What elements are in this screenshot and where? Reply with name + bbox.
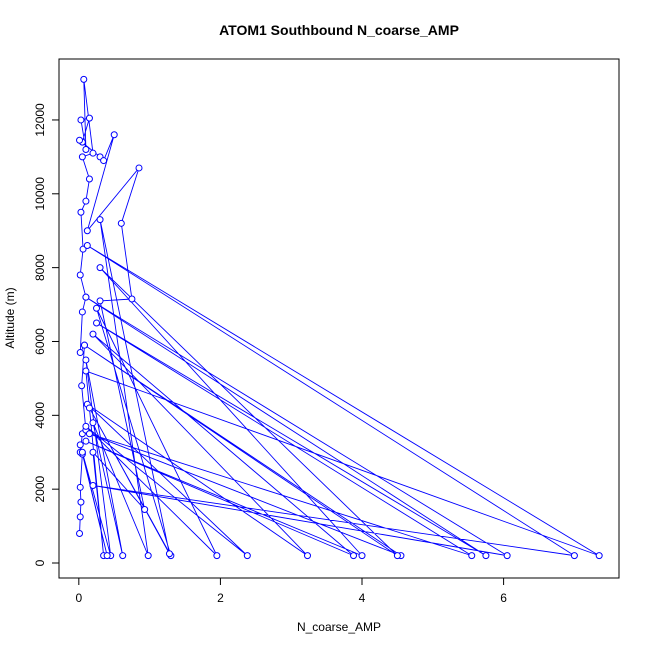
data-point (83, 241, 91, 249)
data-point (503, 552, 511, 560)
data-point (595, 552, 603, 560)
data-point (83, 227, 91, 235)
data-point (76, 483, 84, 491)
data-point (76, 349, 84, 357)
y-tick-label: 12000 (33, 103, 47, 137)
data-point (77, 498, 85, 506)
data-point (135, 164, 143, 172)
data-point (89, 419, 97, 427)
data-point (78, 153, 86, 161)
x-tick-label: 2 (217, 591, 224, 605)
data-point (76, 136, 84, 144)
data-point (82, 437, 90, 445)
data-point (76, 271, 84, 279)
data-point (82, 367, 90, 375)
data-point (85, 175, 93, 183)
data-point (213, 552, 221, 560)
data-point (128, 295, 136, 303)
data-point (89, 481, 97, 489)
data-point (119, 552, 127, 560)
y-tick-label: 4000 (33, 402, 47, 429)
data-point (82, 356, 90, 364)
data-point (468, 552, 476, 560)
data-point (82, 197, 90, 205)
data-point (85, 430, 93, 438)
y-axis-label: Altitude (m) (3, 287, 17, 348)
data-point (243, 552, 251, 560)
data-point (93, 319, 101, 327)
data-point (103, 552, 111, 560)
data-point (78, 448, 86, 456)
y-tick-label: 0 (33, 559, 47, 566)
data-point (82, 145, 90, 153)
x-axis-label: N_coarse_AMP (297, 620, 381, 634)
y-tick-label: 10000 (33, 177, 47, 211)
data-point (96, 297, 104, 305)
data-point (100, 157, 108, 165)
data-point (117, 219, 125, 227)
x-tick-label: 6 (500, 591, 507, 605)
data-point (93, 304, 101, 312)
data-point (482, 552, 490, 560)
data-point (76, 441, 84, 449)
data-line (79, 79, 600, 557)
chart-title: ATOM1 Southbound N_coarse_AMP (219, 22, 459, 38)
data-point (85, 404, 93, 412)
x-tick-label: 0 (75, 591, 82, 605)
data-point (80, 341, 88, 349)
data-point (89, 330, 97, 338)
data-point (77, 116, 85, 124)
data-point (89, 448, 97, 456)
data-point (110, 131, 118, 139)
y-tick-label: 8000 (33, 254, 47, 281)
data-point (76, 513, 84, 521)
data-point (82, 293, 90, 301)
data-point (85, 114, 93, 122)
data-point (165, 550, 173, 558)
data-point (141, 505, 149, 513)
data-point (96, 264, 104, 272)
data-point (358, 552, 366, 560)
data-point (570, 552, 578, 560)
data-point (78, 308, 86, 316)
data-point (76, 529, 84, 537)
data-point (144, 552, 152, 560)
data-point (96, 216, 104, 224)
y-tick-label: 6000 (33, 328, 47, 355)
data-point (350, 552, 358, 560)
y-tick-label: 2000 (33, 475, 47, 502)
data-point (80, 75, 88, 83)
data-point (393, 552, 401, 560)
data-point (79, 245, 87, 253)
data-point (303, 552, 311, 560)
data-point (77, 208, 85, 216)
data-point (82, 422, 90, 430)
x-tick-label: 4 (359, 591, 366, 605)
data-point (89, 149, 97, 157)
data-point (78, 382, 86, 390)
